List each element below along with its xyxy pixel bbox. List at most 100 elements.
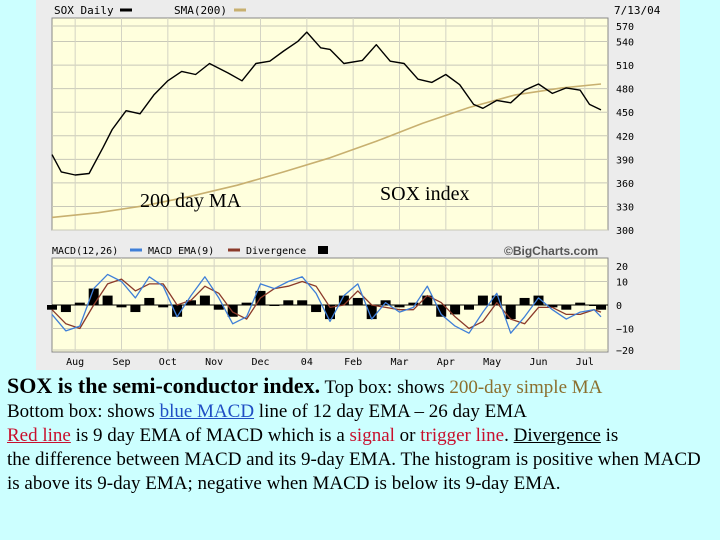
x-tick-label: Feb xyxy=(344,357,362,368)
divergence-bar xyxy=(491,295,502,305)
divergence-bar xyxy=(366,305,377,320)
price-grid xyxy=(52,18,608,231)
divergence-bar xyxy=(227,305,238,317)
caption: SOX is the semi-conductor index. Top box… xyxy=(7,374,713,496)
divergence-bar xyxy=(561,305,572,310)
price-y-tick-label: 300 xyxy=(616,226,634,237)
divergence-legend-swatch xyxy=(318,246,328,254)
divergence-bar xyxy=(519,297,530,305)
x-tick-label: Aug xyxy=(66,357,84,368)
sox-price-line xyxy=(51,31,602,176)
divergence-bar xyxy=(547,305,558,308)
divergence-bar xyxy=(47,305,57,310)
divergence-bar xyxy=(199,295,210,305)
divergence-legend-label: Divergence xyxy=(246,246,306,257)
price-y-tick-label: 420 xyxy=(616,132,634,143)
divergence-bar xyxy=(394,305,405,308)
macd-y-tick-label: −10 xyxy=(616,325,634,336)
price-y-tick-label: 570 xyxy=(616,22,634,33)
divergence-bar xyxy=(283,300,294,305)
sma-200-line xyxy=(51,83,602,219)
x-tick-label: Apr xyxy=(437,357,455,368)
macd-line xyxy=(51,273,602,334)
divergence-bar xyxy=(213,305,224,310)
price-y-tick-label: 540 xyxy=(616,38,634,49)
x-tick-label: Nov xyxy=(205,357,223,368)
divergence-bar xyxy=(338,295,349,305)
divergence-bar xyxy=(88,288,99,305)
x-tick-label: Dec xyxy=(251,357,269,368)
caption-signal: signal xyxy=(349,425,395,446)
divergence-bar xyxy=(311,305,322,313)
chart-frame: 570 540 510 480 450 420 390 360 330 300 20 10 0 −10 −2… xyxy=(36,0,680,370)
price-y-tick-label: 390 xyxy=(616,155,634,166)
ema-legend-label: MACD EMA(9) xyxy=(148,246,214,257)
x-tick-label: May xyxy=(483,357,501,368)
annotation-200-day-ma: 200 day MA xyxy=(140,190,242,212)
price-y-tick-label: 360 xyxy=(616,179,634,190)
macd-ema-line xyxy=(51,278,602,330)
x-tick-label: Jun xyxy=(529,357,547,368)
caption-line-3: Red line is 9 day EMA of MACD which is a… xyxy=(7,424,713,448)
caption-blue-macd: blue MACD xyxy=(159,401,255,422)
x-tick-label: Jul xyxy=(576,357,594,368)
caption-trigger: trigger line xyxy=(420,425,505,446)
divergence-bar xyxy=(422,295,433,305)
price-chart-header: SOX Daily xyxy=(54,4,114,17)
divergence-bar xyxy=(596,305,607,310)
caption-is: is xyxy=(600,425,619,446)
divergence-bar xyxy=(130,305,141,313)
divergence-bar xyxy=(450,305,461,315)
caption-sma-text: 200-day simple MA xyxy=(449,377,603,398)
caption-top-box-text: Top box: shows xyxy=(320,377,450,398)
x-tick-label: Oct xyxy=(159,357,177,368)
caption-ema-definition: is 9 day EMA of MACD which is a xyxy=(70,425,350,446)
date-label: 7/13/04 xyxy=(614,4,661,17)
price-y-tick-label: 330 xyxy=(616,202,634,213)
x-tick-label: Mar xyxy=(390,357,408,368)
macd-legend-label: MACD(12,26) xyxy=(52,246,118,257)
caption-line-2: Bottom box: shows blue MACD line of 12 d… xyxy=(7,400,713,424)
annotation-sox-index: SOX index xyxy=(380,183,469,205)
macd-y-tick-label: 10 xyxy=(616,278,628,289)
divergence-bar xyxy=(60,305,71,313)
divergence-bar xyxy=(102,295,113,305)
caption-macd-definition: line of 12 day EMA – 26 day EMA xyxy=(254,401,527,422)
sma-legend-label: SMA(200) xyxy=(174,4,227,17)
caption-red-line: Red line xyxy=(7,425,71,446)
chart-svg: 570 540 510 480 450 420 390 360 330 300 20 10 0 −10 −2… xyxy=(47,4,661,368)
divergence-bar xyxy=(74,302,85,305)
divergence-bar xyxy=(352,297,363,305)
caption-line-1: SOX is the semi-conductor index. Top box… xyxy=(7,374,713,400)
macd-y-tick-label: 20 xyxy=(616,262,628,273)
caption-title: SOX is the semi-conductor index. xyxy=(7,373,321,398)
divergence-bar xyxy=(172,305,183,317)
x-tick-label: Sep xyxy=(112,357,130,368)
macd-y-tick-label: 0 xyxy=(616,301,622,312)
divergence-bar xyxy=(505,305,516,320)
divergence-bar xyxy=(464,305,474,310)
divergence-bar xyxy=(297,300,308,305)
bigcharts-brand: ©BigCharts.com xyxy=(504,244,598,258)
divergence-bar xyxy=(325,305,335,320)
divergence-bar xyxy=(436,305,447,317)
macd-y-tick-label: −20 xyxy=(616,346,634,357)
caption-or: or xyxy=(394,425,421,446)
divergence-bar xyxy=(408,302,419,305)
chart-marks: 570 540 510 480 450 420 390 360 330 300 20 10 0 −10 −2… xyxy=(47,22,634,368)
x-tick-label: 04 xyxy=(301,357,313,368)
divergence-bar xyxy=(241,302,252,305)
price-y-tick-label: 450 xyxy=(616,108,634,119)
price-y-tick-label: 480 xyxy=(616,85,634,96)
price-plot-area xyxy=(51,17,609,231)
divergence-bar xyxy=(477,295,488,305)
price-y-tick-label: 510 xyxy=(616,61,634,72)
caption-period: . xyxy=(504,425,514,446)
divergence-bar xyxy=(144,297,155,305)
divergence-bar xyxy=(116,305,127,308)
divergence-bar xyxy=(158,305,169,308)
divergence-bar xyxy=(186,300,196,305)
divergence-bar xyxy=(533,295,544,305)
caption-bottom-box-text: Bottom box: shows xyxy=(7,401,160,422)
divergence-bar xyxy=(575,302,586,305)
